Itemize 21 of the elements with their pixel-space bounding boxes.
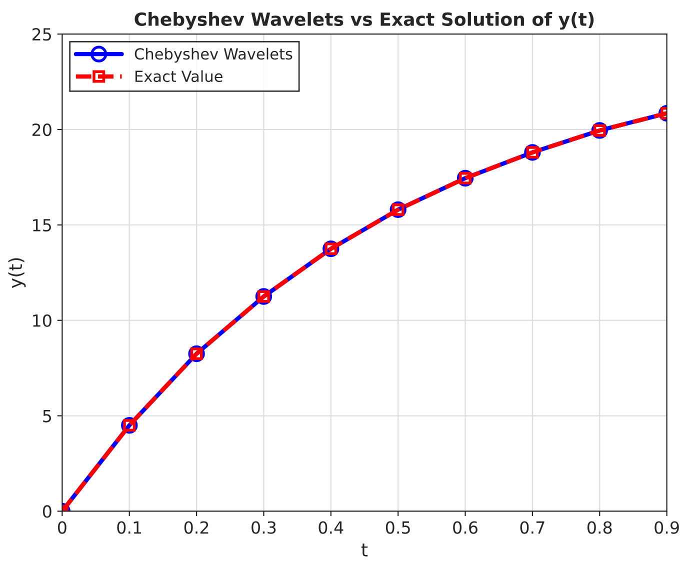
chart-title: Chebyshev Wavelets vs Exact Solution of y(t) [134, 12, 594, 30]
x-tick-label: 0.8 [587, 521, 612, 534]
y-tick-label: 10 [33, 314, 52, 327]
y-tick-label: 25 [32, 28, 52, 41]
x-tick-label: 0.9 [654, 521, 679, 534]
y-tick-label: 15 [33, 219, 52, 232]
x-axis-title: t [361, 544, 368, 556]
y-tick-label: 5 [43, 410, 52, 422]
y-axis-title: y(t) [8, 258, 26, 288]
x-tick-label: 0.7 [520, 521, 544, 534]
x-tick-label: 0 [58, 521, 66, 534]
legend-label: Chebyshev Wavelets [134, 48, 292, 63]
x-tick-label: 0.5 [386, 521, 410, 534]
y-tick-label: 20 [32, 123, 52, 136]
x-tick-label: 0.1 [117, 521, 142, 534]
y-tick-label: 0 [42, 505, 52, 518]
legend-label: Exact Value [135, 70, 222, 82]
x-tick-label: 0.6 [453, 521, 478, 534]
x-tick-label: 0.2 [184, 521, 208, 534]
x-tick-label: 0.4 [318, 521, 344, 534]
x-tick-label: 0.3 [252, 521, 276, 534]
